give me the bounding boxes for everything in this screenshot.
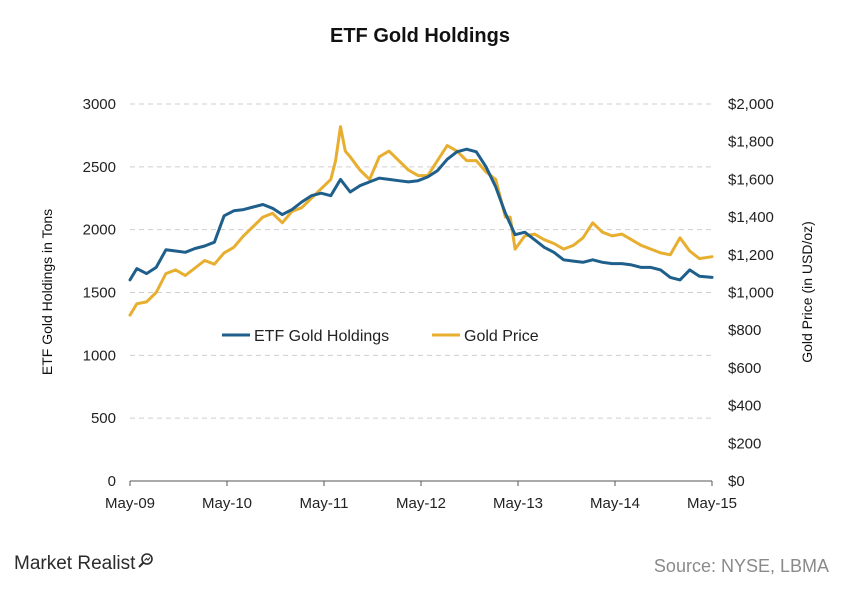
left-axis-title: ETF Gold Holdings in Tons: [39, 209, 55, 375]
right-tick-label: $1,200: [728, 247, 774, 264]
x-tick-label: May-09: [105, 495, 155, 512]
left-tick-label: 1000: [83, 347, 116, 364]
x-tick-label: May-14: [590, 495, 640, 512]
source-note: Source: NYSE, LBMA: [653, 556, 829, 576]
chart-title: ETF Gold Holdings: [330, 25, 510, 47]
brand-logo-text: Market Realist: [14, 553, 136, 574]
x-axis-ticks: May-09 May-10 May-11 May-12 May-13 May-14 May-…: [105, 481, 737, 512]
right-tick-label: $1,000: [728, 285, 774, 302]
x-tick-label: May-15: [687, 495, 737, 512]
right-tick-label: $2,000: [728, 96, 774, 113]
legend: ETF Gold Holdings Gold Price: [222, 328, 539, 345]
left-tick-label: 2000: [83, 222, 116, 239]
legend-label-gold: Gold Price: [464, 328, 539, 345]
magnifier-icon: [137, 552, 155, 576]
right-tick-label: $200: [728, 435, 761, 452]
series-gold-price-line: [128, 125, 714, 317]
grid: [130, 103, 712, 419]
left-tick-label: 1500: [83, 285, 116, 302]
brand-logo: Market Realist: [14, 552, 155, 576]
left-tick-label: 2500: [83, 159, 116, 176]
right-tick-label: $0: [728, 473, 745, 490]
left-tick-label: 3000: [83, 96, 116, 113]
series-etf-gold-holdings-line: [128, 147, 714, 282]
right-tick-label: $600: [728, 360, 761, 377]
right-tick-label: $1,400: [728, 209, 774, 226]
x-tick-label: May-13: [493, 495, 543, 512]
left-tick-label: 500: [91, 410, 116, 427]
right-axis-ticks: $0 $200 $400 $600 $800 $1,000 $1,200 $1,400 $1,6…: [728, 96, 774, 490]
legend-label-etf: ETF Gold Holdings: [254, 328, 389, 345]
x-tick-label: May-12: [396, 495, 446, 512]
right-tick-label: $1,600: [728, 171, 774, 188]
right-tick-label: $400: [728, 398, 761, 415]
left-tick-label: 0: [108, 473, 116, 490]
x-tick-label: May-11: [300, 495, 349, 512]
x-tick-label: May-10: [202, 495, 252, 512]
series-lines: [128, 125, 714, 317]
left-axis-ticks: 0 500 1000 1500 2000 2500 3000: [83, 96, 116, 490]
right-axis-title: Gold Price (in USD/oz): [799, 221, 815, 363]
right-tick-label: $1,800: [728, 134, 774, 151]
right-tick-label: $800: [728, 322, 761, 339]
